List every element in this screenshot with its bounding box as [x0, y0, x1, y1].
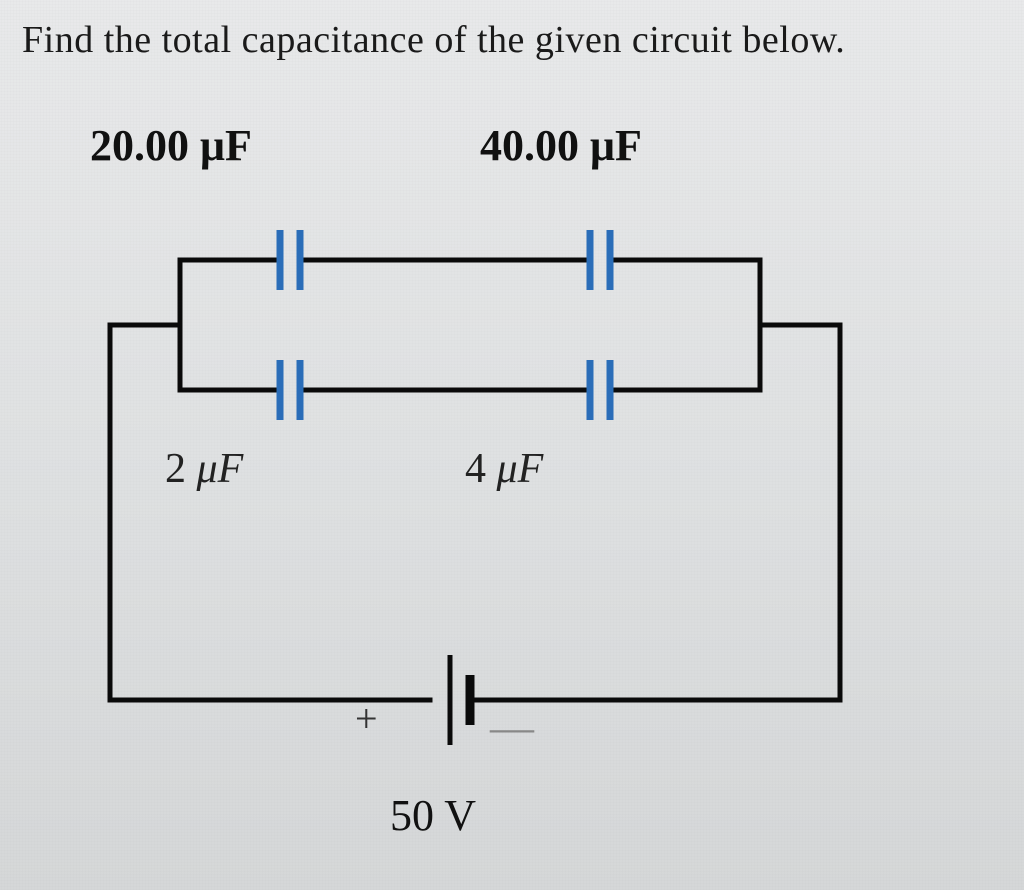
page-background: Find the total capacitance of the given … [0, 0, 1024, 890]
battery-minus-icon: — [490, 702, 534, 753]
voltage-label: 50 V [390, 790, 476, 841]
capacitor-c1-label: 20.00 μF [90, 120, 252, 171]
capacitor-c2-label: 40.00 μF [480, 120, 642, 171]
battery-plus-icon: + [355, 695, 378, 742]
circuit-diagram [60, 180, 920, 760]
question-text: Find the total capacitance of the given … [22, 18, 1002, 62]
battery-symbol [450, 655, 470, 745]
wires [110, 260, 840, 700]
